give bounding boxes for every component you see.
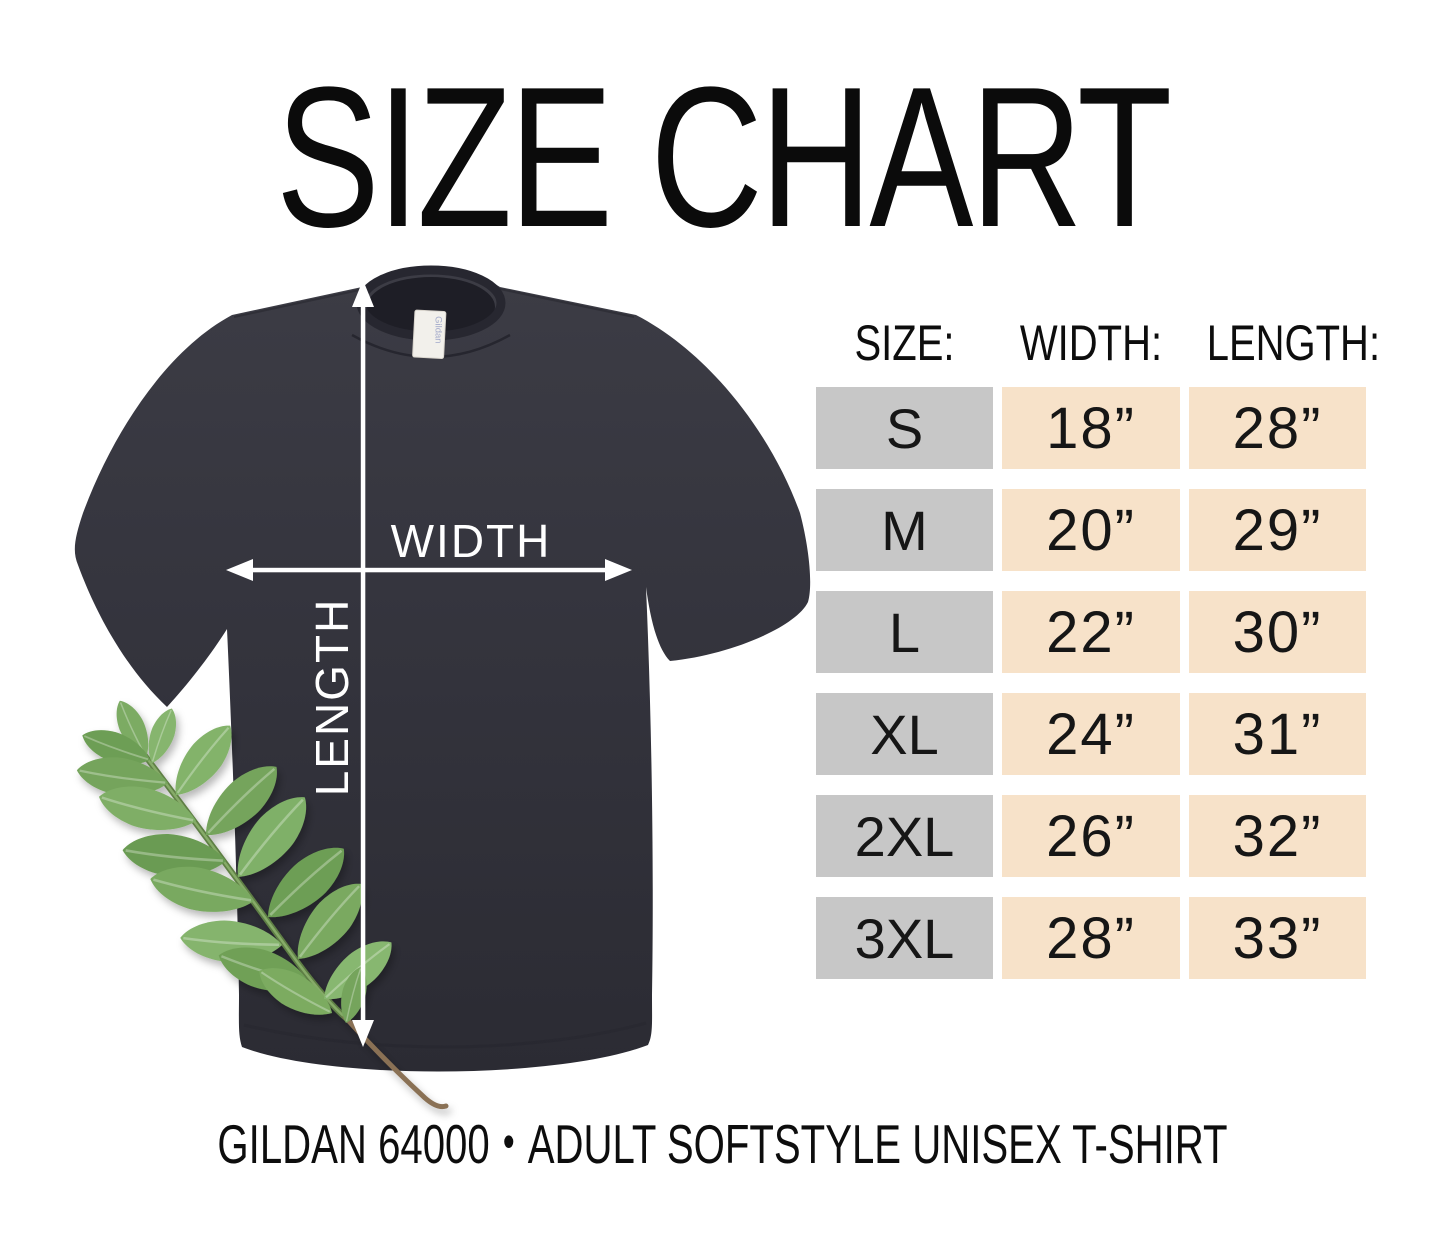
left-shoulder-seam — [233, 288, 365, 318]
size-table: S 18” 28” M 20” 29” L 22” 30” XL 24” 31”… — [816, 387, 1366, 979]
size-cell: M — [816, 489, 993, 571]
length-cell: 32” — [1189, 795, 1366, 877]
length-cell: 33” — [1189, 897, 1366, 979]
length-cell: 31” — [1189, 693, 1366, 775]
size-cell: XL — [816, 693, 993, 775]
width-arrow-label: WIDTH — [391, 515, 552, 567]
size-cell: S — [816, 387, 993, 469]
width-cell: 22” — [1002, 591, 1180, 673]
width-cell: 26” — [1002, 795, 1180, 877]
page-title: SIZE CHART — [275, 46, 1173, 269]
product-caption: GILDAN 64000 • ADULT SOFTSTYLE UNISEX T-SH… — [195, 1112, 1250, 1173]
bullet-separator: • — [502, 1115, 515, 1167]
right-shoulder-seam — [499, 288, 635, 318]
tshirt-body — [74, 272, 811, 1072]
length-column-header: LENGTH: — [1206, 315, 1381, 371]
measurement-arrows: WIDTH LENGTH — [226, 280, 632, 1047]
neck-tag-label: Gildan — [433, 316, 444, 343]
length-arrow-label: LENGTH — [306, 598, 358, 797]
length-cell: 29” — [1189, 489, 1366, 571]
width-cell: 28” — [1002, 897, 1180, 979]
size-cell: 2XL — [816, 795, 993, 877]
tshirt-illustration: Gildan — [74, 265, 811, 1072]
twig — [342, 1014, 449, 1110]
size-column-header: SIZE: — [854, 315, 955, 371]
size-table-header-row: SIZE: WIDTH: LENGTH: — [816, 315, 1381, 371]
product-name-text: ADULT SOFTSTYLE UNISEX T-SHIRT — [527, 1113, 1228, 1175]
length-cell: 30” — [1189, 591, 1366, 673]
size-cell: 3XL — [816, 897, 993, 979]
arrow-right-icon — [605, 559, 632, 581]
arrow-left-icon — [226, 559, 253, 581]
gildan-neck-tag: Gildan — [412, 309, 447, 359]
collar-opening — [367, 277, 495, 337]
leaf-branch — [73, 694, 449, 1110]
length-arrow-line — [360, 303, 366, 1023]
width-arrow-line — [248, 567, 610, 573]
width-cell: 18” — [1002, 387, 1180, 469]
length-cell: 28” — [1189, 387, 1366, 469]
bottom-hem-stitch — [243, 1021, 647, 1049]
tshirt-measurement-diagram: Gildan — [73, 265, 811, 1110]
arrow-down-icon — [352, 1020, 374, 1047]
width-cell: 24” — [1002, 693, 1180, 775]
size-cell: L — [816, 591, 993, 673]
width-cell: 20” — [1002, 489, 1180, 571]
brand-model-text: GILDAN 64000 — [217, 1113, 490, 1175]
arrow-up-icon — [352, 280, 374, 307]
branch-stem-highlight — [141, 751, 349, 1021]
width-column-header: WIDTH: — [1019, 315, 1163, 371]
